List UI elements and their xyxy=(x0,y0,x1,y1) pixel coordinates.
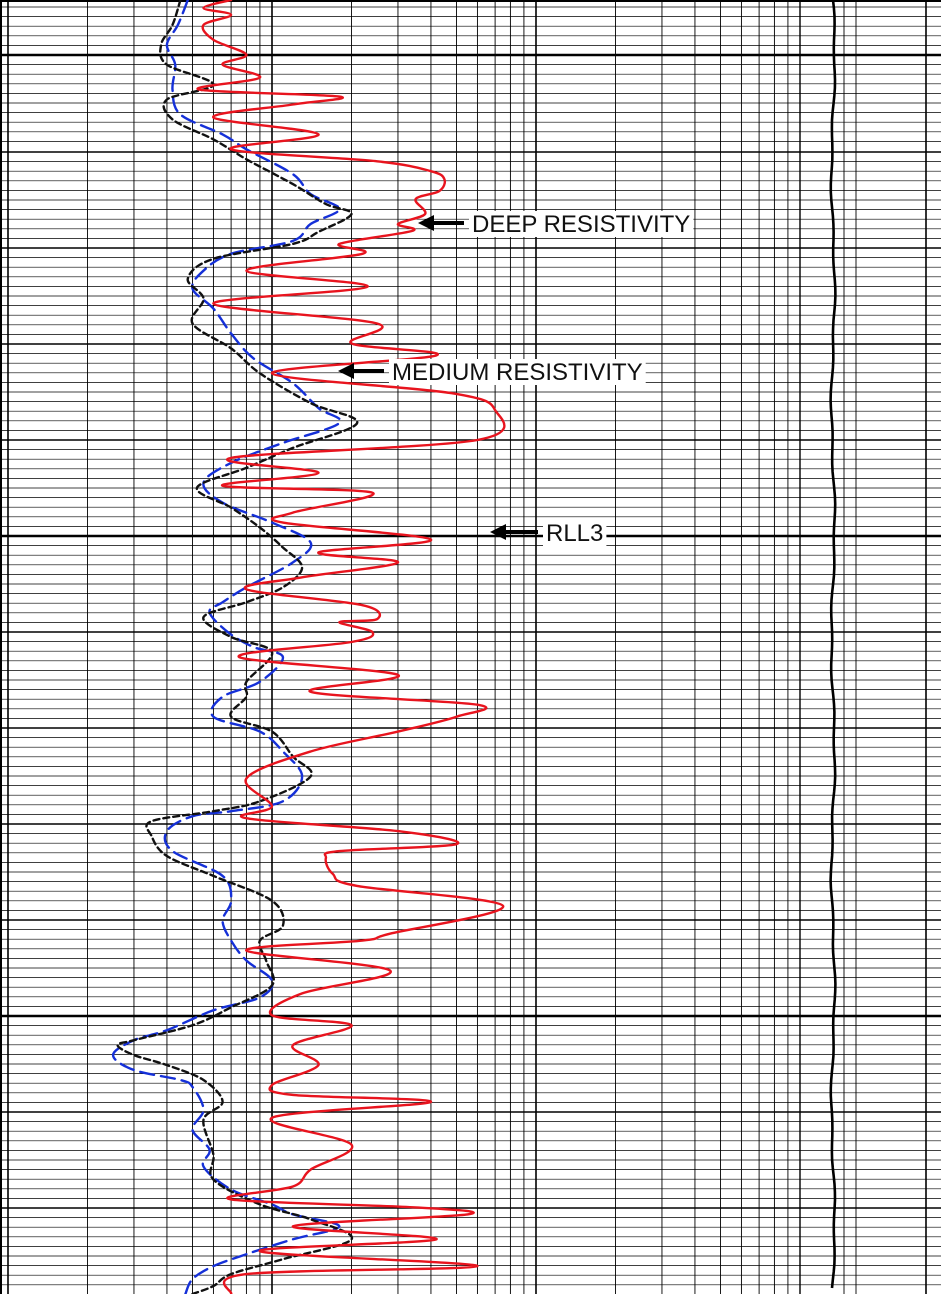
annotation-arrow-head-medium-resistivity xyxy=(338,363,354,379)
annotation-arrow-head-deep-resistivity xyxy=(418,215,434,231)
annotation-label-rll3: RLL3 xyxy=(546,520,603,547)
right-track-curve xyxy=(829,0,837,1289)
series-line-deep-resistivity xyxy=(116,0,359,1294)
annotations: DEEP RESISTIVITY MEDIUM RESISTIVITY RLL3 xyxy=(338,211,694,547)
series-line-medium-resistivity xyxy=(111,0,342,1294)
series-line-rll3 xyxy=(196,0,506,1294)
annotation-bg-deep-resistivity xyxy=(469,211,694,237)
annotation-bg-rll3 xyxy=(543,520,607,546)
curves xyxy=(111,0,506,1294)
annotation-label-medium-resistivity: MEDIUM RESISTIVITY xyxy=(392,359,643,386)
annotation-arrow-head-rll3 xyxy=(490,524,506,540)
right-track xyxy=(829,0,837,1289)
annotation-bg-medium-resistivity xyxy=(389,359,646,385)
annotation-label-deep-resistivity: DEEP RESISTIVITY xyxy=(472,211,690,238)
